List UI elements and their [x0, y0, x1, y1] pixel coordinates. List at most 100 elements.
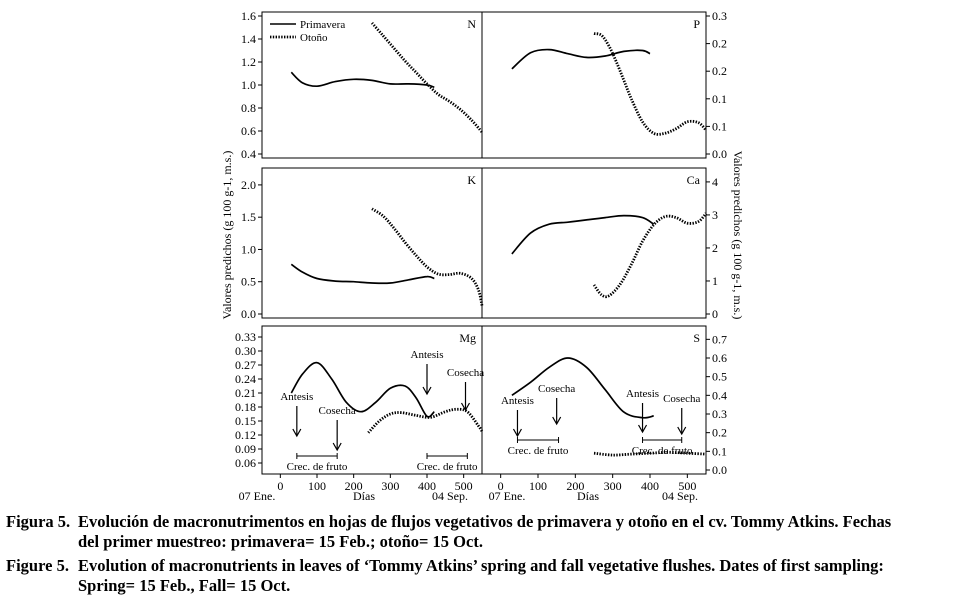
annot-antesis-mg-3: Antesis — [411, 349, 444, 361]
xtick-label-s-5: 500 — [678, 479, 696, 493]
xtick-label-mg-5: 500 — [455, 479, 473, 493]
legend-fall-label: Otoño — [300, 32, 328, 44]
annot-arrow-head-mg-1 — [332, 442, 342, 452]
caption-spanish: Figura 5. Evolución de macronutrimentos e… — [6, 512, 964, 552]
series-k-otono — [371, 207, 484, 306]
series-mg-otono — [367, 407, 484, 434]
ytick-label-mg-7: 0.27 — [235, 358, 256, 372]
ytick-label-n-0: 0.4 — [241, 147, 256, 161]
xtick-label-mg-3: 300 — [381, 479, 399, 493]
xtick-label-s-3: 300 — [604, 479, 622, 493]
caption-en-label: Figure 5. — [6, 556, 69, 575]
xtick-label-mg-2: 200 — [345, 479, 363, 493]
series-p-otono — [593, 32, 708, 136]
caption-english: Figure 5. Evolution of macronutrients in … — [6, 556, 964, 596]
date-end-right: 04 Sep. — [662, 489, 698, 503]
date-start-right: 07 Ene. — [489, 489, 526, 503]
annot-arrow-head-s-3 — [638, 424, 648, 434]
ytick-label-mg-2: 0.12 — [235, 428, 256, 442]
legend-spring-label: Primavera — [300, 19, 345, 31]
ytick-label-k-1: 0.5 — [241, 275, 256, 289]
annot-arrow-head-s-4 — [677, 426, 687, 436]
figure-panels: N 0.4 0.6 0.8 1.0 1.2 1.4 1.6 P 0.0 0.1 0.1 0.2 0.2 0.… — [220, 9, 745, 503]
ytick-label-p-3: 0.2 — [712, 64, 727, 78]
ytick-label-k-3: 1.5 — [241, 210, 256, 224]
ytick-label-mg-1: 0.09 — [235, 442, 256, 456]
annot-arrow-head-mg-0 — [292, 428, 302, 438]
ytick-label-n-6: 1.6 — [241, 9, 256, 23]
xtick-label-s-0: 0 — [498, 479, 504, 493]
panel-frames — [261, 11, 707, 475]
ytick-label-s-3: 0.3 — [712, 407, 727, 421]
x-axis-title-right: Días — [577, 489, 599, 503]
panel-label-s: S — [693, 331, 700, 345]
date-start-left: 07 Ene. — [239, 489, 276, 503]
annot-arrow-head-mg-3 — [422, 386, 432, 396]
ytick-label-ca-4: 4 — [712, 175, 718, 189]
annot-antesis-s-0: Antesis — [501, 395, 534, 407]
ytick-label-mg-3: 0.15 — [235, 414, 256, 428]
annot-arrow-head-s-0 — [512, 428, 522, 438]
y-axis-title-left: Valores predichos (g 100 g-1, m.s.) — [220, 151, 234, 320]
ytick-label-n-5: 1.4 — [241, 32, 256, 46]
ytick-label-s-4: 0.4 — [712, 388, 727, 402]
series-n-primavera — [290, 71, 435, 89]
series-mg-primavera — [290, 361, 435, 418]
ytick-label-mg-0: 0.06 — [235, 456, 256, 470]
ytick-label-s-1: 0.1 — [712, 444, 727, 458]
ytick-label-p-0: 0.0 — [712, 147, 727, 161]
panel-label-n: N — [467, 17, 476, 31]
frame-row-1 — [261, 11, 707, 159]
annot-crec-fruto-s-2: Crec. de fruto — [508, 445, 569, 457]
annot-crec-fruto-s-5: Crec. de fruto — [632, 445, 693, 457]
ytick-label-k-4: 2.0 — [241, 178, 256, 192]
ytick-label-mg-6: 0.24 — [235, 372, 256, 386]
frame-row-2 — [261, 167, 707, 319]
series-n-otono — [370, 21, 484, 134]
annot-antesis-mg-0: Antesis — [280, 391, 313, 403]
ytick-label-s-7: 0.7 — [712, 332, 727, 346]
xtick-label-s-4: 400 — [641, 479, 659, 493]
xtick-label-mg-1: 100 — [308, 479, 326, 493]
annot-cosecha-s-1: Cosecha — [538, 383, 575, 395]
annot-cosecha-s-4: Cosecha — [663, 393, 700, 405]
panel-label-mg: Mg — [459, 331, 476, 345]
annot-cosecha-mg-1: Cosecha — [319, 405, 356, 417]
legend: Primavera Otoño — [270, 19, 345, 44]
xtick-label-mg-4: 400 — [418, 479, 436, 493]
ytick-label-ca-3: 3 — [712, 208, 718, 222]
ytick-label-ca-2: 2 — [712, 241, 718, 255]
ytick-label-s-5: 0.5 — [712, 370, 727, 384]
annot-crec-fruto-mg-2: Crec. de fruto — [287, 461, 348, 473]
frame-row-3 — [261, 325, 707, 475]
ytick-label-s-6: 0.6 — [712, 351, 727, 365]
ytick-label-k-2: 1.0 — [241, 242, 256, 256]
ytick-label-k-0: 0.0 — [241, 307, 256, 321]
caption-en-line2: Spring= 15 Feb., Fall= 15 Oct. — [78, 576, 291, 595]
ytick-label-n-3: 1.0 — [241, 78, 256, 92]
ytick-label-mg-4: 0.18 — [235, 400, 256, 414]
series-k-primavera — [290, 263, 435, 285]
panel-label-k: K — [467, 173, 476, 187]
caption-en-line1: Evolution of macronutrients in leaves of… — [78, 556, 884, 575]
ytick-label-p-4: 0.2 — [712, 37, 727, 51]
y-axis-title-right: Valores predichos (g 100 g-1, m.s.) — [731, 151, 745, 320]
ytick-label-mg-8: 0.30 — [235, 344, 256, 358]
annot-antesis-s-3: Antesis — [626, 388, 659, 400]
ytick-label-mg-9: 0.33 — [235, 330, 256, 344]
panel-label-p: P — [693, 17, 700, 31]
xtick-label-s-1: 100 — [529, 479, 547, 493]
ytick-label-n-2: 0.8 — [241, 101, 256, 115]
ytick-label-s-0: 0.0 — [712, 463, 727, 477]
series-ca-otono — [592, 212, 708, 299]
xtick-label-s-2: 200 — [566, 479, 584, 493]
series-layer — [290, 21, 708, 457]
x-axis-title-left: Días — [353, 489, 375, 503]
ytick-label-n-4: 1.2 — [241, 55, 256, 69]
annot-arrow-head-s-1 — [552, 416, 562, 426]
ytick-label-p-1: 0.1 — [712, 119, 727, 133]
panel-label-ca: Ca — [687, 173, 701, 187]
series-ca-primavera — [511, 214, 655, 255]
annot-cosecha-mg-4: Cosecha — [447, 367, 484, 379]
